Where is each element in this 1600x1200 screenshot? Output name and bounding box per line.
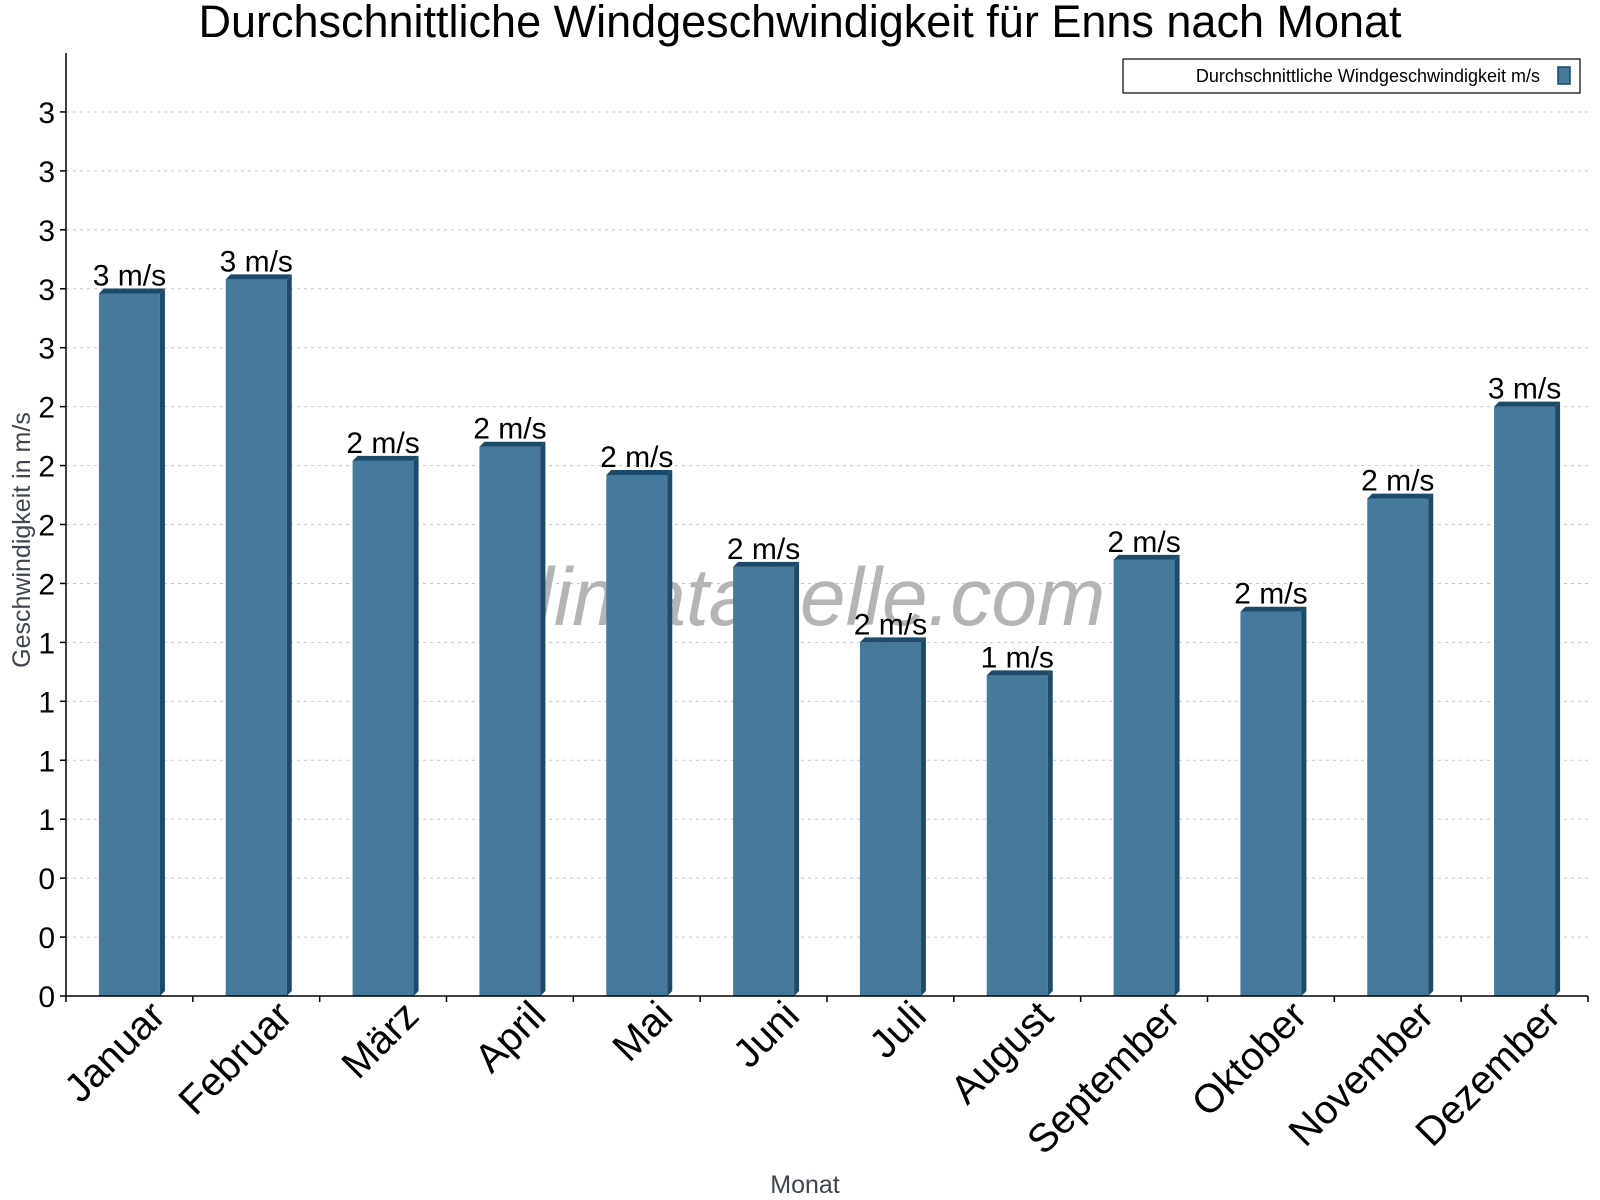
x-tick-label: August <box>942 993 1061 1112</box>
bar <box>859 642 921 996</box>
legend-box <box>1122 58 1581 94</box>
bar <box>225 279 287 996</box>
data-label: 2 m/s <box>1107 526 1180 559</box>
x-tick-label: Juli <box>861 993 935 1067</box>
data-label: 3 m/s <box>1488 373 1561 406</box>
y-tick-label: 3 <box>38 156 55 189</box>
bar-top <box>1113 554 1180 560</box>
y-tick-label: 3 <box>38 215 55 248</box>
data-label: 2 m/s <box>727 533 800 566</box>
y-tick-label: 0 <box>38 863 55 896</box>
bar-side <box>794 561 800 996</box>
y-tick-label: 0 <box>38 922 55 955</box>
y-tick-label: 3 <box>38 97 55 130</box>
bar-top <box>1494 401 1561 407</box>
bar-top <box>225 274 292 280</box>
bar <box>1240 611 1302 996</box>
bar <box>1494 406 1556 996</box>
data-label: 2 m/s <box>854 608 927 641</box>
x-axis-label: Monat <box>770 1171 840 1199</box>
bar-side <box>413 455 419 996</box>
x-tick-label: Januar <box>56 993 174 1111</box>
data-label: 3 m/s <box>220 245 293 278</box>
bar-top <box>733 561 800 567</box>
bar <box>606 474 668 996</box>
bar <box>352 460 414 996</box>
bar-top <box>986 670 1053 676</box>
bar-top <box>859 637 926 643</box>
data-label: 2 m/s <box>600 441 673 474</box>
legend: Durchschnittliche Windgeschwindigkeit m/… <box>1122 58 1581 94</box>
x-tick-label: Februar <box>170 993 300 1123</box>
data-label: 1 m/s <box>981 641 1054 674</box>
bar-top <box>1367 493 1434 499</box>
x-tick-label: Mai <box>604 993 681 1070</box>
bar-side <box>540 441 546 996</box>
data-label: 2 m/s <box>473 413 546 446</box>
data-label: 2 m/s <box>346 427 419 460</box>
bar <box>1113 559 1175 996</box>
bar-side <box>1047 670 1053 996</box>
y-axis-label: Geschwindigkeit in m/s <box>8 412 36 668</box>
bar-side <box>920 637 926 996</box>
bar-side <box>1174 554 1180 996</box>
bar-side <box>1301 606 1307 996</box>
y-tick-label: 2 <box>38 568 55 601</box>
y-tick-label: 1 <box>38 804 55 837</box>
y-tick-label: 1 <box>38 745 55 778</box>
axes <box>65 53 1588 997</box>
y-tick-label: 2 <box>38 392 55 425</box>
bar <box>98 293 160 997</box>
bar-top <box>1240 606 1307 612</box>
y-tick-label: 2 <box>38 451 55 484</box>
bar-top <box>606 469 673 475</box>
x-tick-label: Oktober <box>1184 993 1316 1125</box>
data-label: 2 m/s <box>1234 578 1307 611</box>
x-tick-label: März <box>333 993 427 1087</box>
y-tick-label: 0 <box>38 981 55 1014</box>
x-tick-label: April <box>467 993 555 1081</box>
y-tick-label: 1 <box>38 686 55 719</box>
bar-side <box>286 274 292 996</box>
bar <box>733 566 795 996</box>
bar <box>479 446 541 996</box>
legend-label: Durchschnittliche Windgeschwindigkeit m/… <box>1196 66 1540 86</box>
data-label: 2 m/s <box>1361 465 1434 498</box>
bar-top <box>479 441 546 447</box>
data-label: 3 m/s <box>93 259 166 292</box>
bar-top <box>98 288 165 294</box>
bar-side <box>667 469 673 996</box>
y-ticks: 0 0 0 1 1 1 1 2 2 2 2 3 3 3 3 3 <box>38 97 66 1014</box>
y-tick-label: 1 <box>38 627 55 660</box>
y-tick-label: 3 <box>38 333 55 366</box>
x-tick-label: Juni <box>725 993 808 1076</box>
bar-top <box>352 455 419 461</box>
y-tick-label: 2 <box>38 510 55 543</box>
legend-swatch <box>1557 66 1571 85</box>
grid <box>66 111 1588 938</box>
bar-side <box>1428 493 1434 996</box>
y-tick-label: 3 <box>38 274 55 307</box>
bar <box>986 675 1048 996</box>
bars: 3 m/s 3 m/s 2 m/s 2 m/s 2 m/s 2 m/s 2 m/s 1 m/s… <box>93 245 1561 997</box>
chart-title: Durchschnittliche Windgeschwindigkeit fü… <box>198 0 1402 47</box>
bar-side <box>1555 401 1561 996</box>
bar <box>1367 498 1429 996</box>
bar-side <box>159 288 165 997</box>
watermark: klimatabelle.com <box>495 552 1106 643</box>
